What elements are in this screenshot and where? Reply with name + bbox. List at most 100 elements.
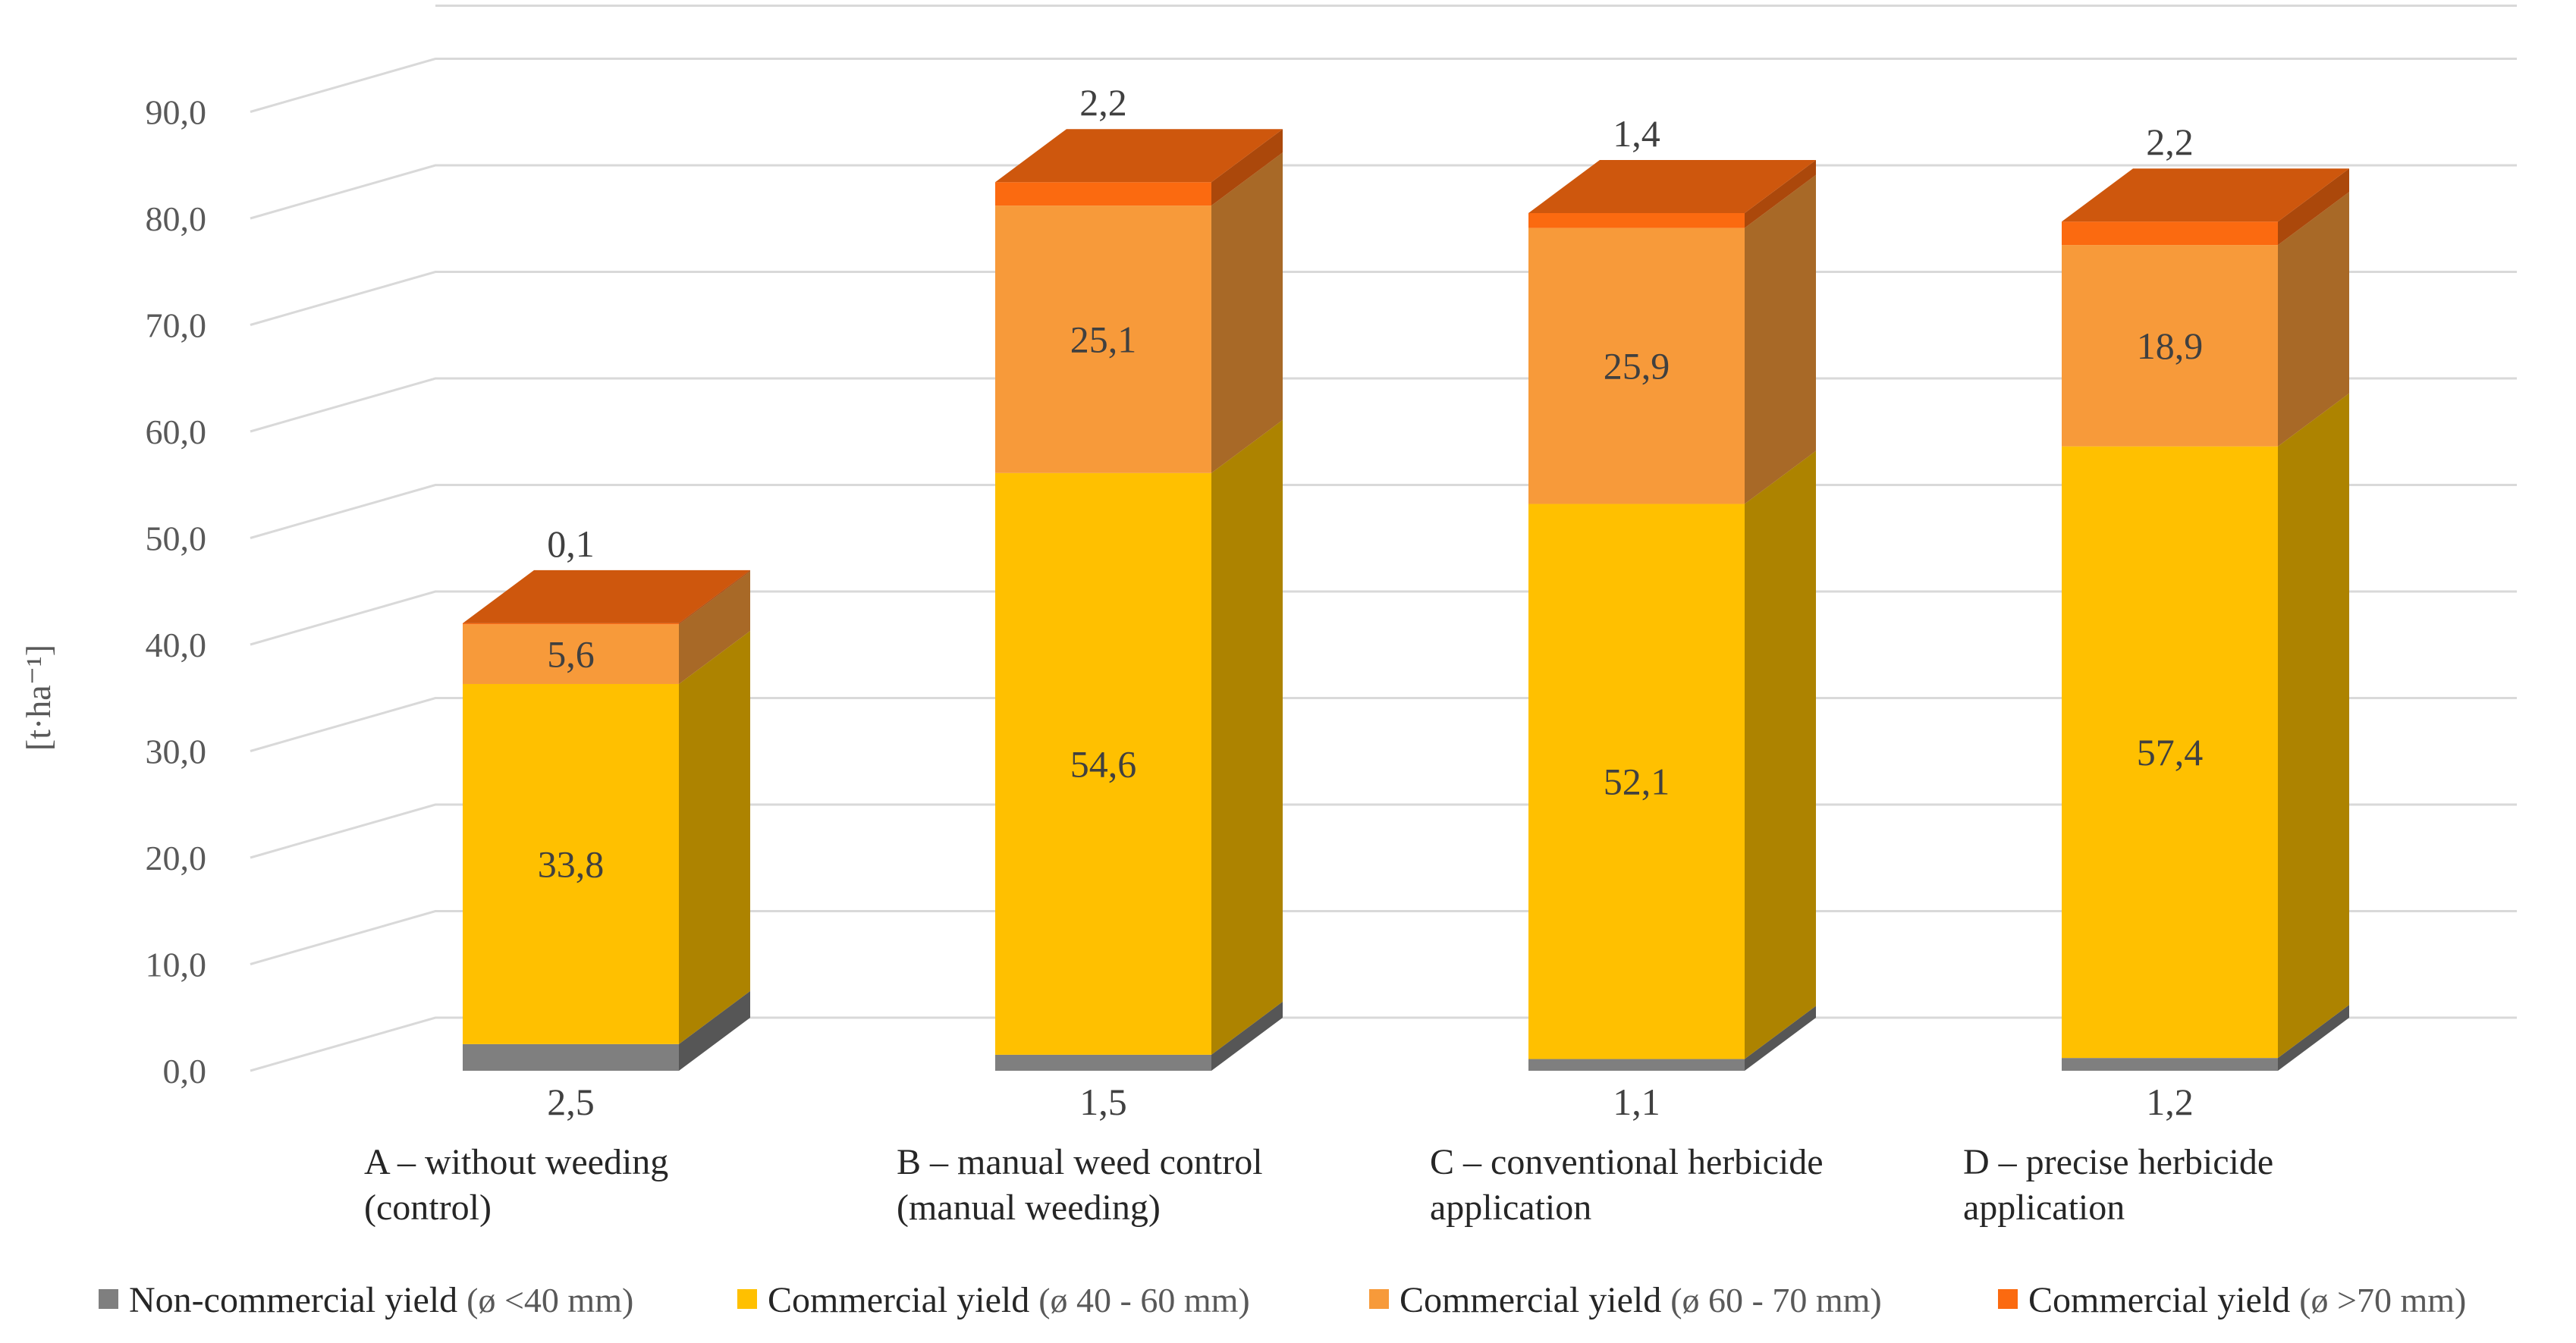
data-label: 2,5 [547,1081,595,1123]
gridline [250,58,2517,113]
legend-swatch [99,1289,118,1309]
legend-label: Non-commercial yield (ø <40 mm) [129,1280,633,1320]
data-label: 2,2 [1079,81,1127,124]
gridline [250,803,2517,859]
data-label: 57,4 [2137,731,2204,773]
y-tick-label: 30,0 [146,733,207,771]
bar-segment-side [679,990,750,1071]
bar-segment-front [2062,446,2278,1059]
y-tick-label: 0,0 [163,1052,207,1090]
bar-segment-front [995,182,1211,206]
legend-item: Commercial yield (ø 60 - 70 mm) [1369,1280,1882,1320]
gridline [250,1016,2517,1072]
legend-label: Commercial yield (ø 60 - 70 mm) [1400,1280,1882,1320]
bar-top-face [1528,159,1816,213]
gridline [250,590,2517,646]
y-tick-label: 80,0 [146,199,207,238]
y-axis-title: [t·ha⁻¹] [19,645,58,751]
category-label: B – manual weed control (manual weeding) [897,1142,1263,1228]
legend-item: Non-commercial yield (ø <40 mm) [99,1280,633,1320]
gridline [250,484,2517,539]
data-label: 2,2 [2146,121,2194,163]
y-tick-label: 50,0 [146,519,207,558]
bar-segment-front [2062,1058,2278,1071]
y-axis-ticks: 0,0 10,0 20,0 30,0 40,0 50,0 60,0 70,0 80,0 90,0 [146,93,207,1091]
bar-segment-side [2278,393,2349,1059]
y-tick-label: 90,0 [146,93,207,132]
data-label: 33,8 [538,843,605,885]
bar-segment-side [2278,1005,2349,1071]
bar-segment-front [1528,227,1745,504]
legend: Non-commercial yield (ø <40 mm) Commercia… [99,1280,2466,1320]
bar-segment-side [679,571,750,684]
bar-segment-side [679,630,750,1044]
data-labels: 2,5 33,8 5,6 0,1 1,5 54,6 25,1 2,2 1,1 52,1 25,9 1,… [538,81,2204,1123]
bar-segment-side [1745,174,1816,504]
bar-group [1528,159,1816,1071]
bar-segment-front [463,624,679,684]
bar-segment-front [463,623,679,625]
bar-group [995,129,1283,1071]
bar-segment-side [1211,129,1283,206]
bar-segment-front [995,472,1211,1055]
category-label: D – precise herbicide application [1963,1142,2273,1228]
legend-label: Commercial yield (ø 40 - 60 mm) [768,1280,1250,1320]
bar-segment-side [1745,159,1816,228]
legend-label: Commercial yield (ø >70 mm) [2028,1280,2466,1320]
data-label: 25,9 [1604,345,1670,388]
bar-segment-side [2278,168,2349,246]
bar-segment-front [463,1043,679,1071]
data-label: 54,6 [1070,742,1137,785]
bar-segment-front [1528,1059,1745,1071]
y-tick-label: 10,0 [146,946,207,984]
legend-swatch [1369,1289,1389,1309]
bar-segment-side [2278,192,2349,447]
data-label: 52,1 [1604,761,1670,803]
y-tick-label: 40,0 [146,626,207,664]
gridline [250,697,2517,752]
bar-segment-front [2062,221,2278,246]
bar-segment-side [1211,1001,1283,1071]
bar-segment-front [463,683,679,1044]
bars [463,129,2349,1071]
category-label: A – without weeding (control) [364,1142,668,1228]
data-label: 0,1 [547,522,595,565]
bar-segment-side [1745,450,1816,1059]
data-label: 25,1 [1070,318,1137,360]
y-tick-label: 60,0 [146,413,207,451]
data-label: 1,1 [1613,1081,1660,1123]
bar-top-face [463,570,750,623]
bar-segment-side [1745,1006,1816,1071]
data-label: 18,9 [2137,325,2204,367]
bar-segment-front [995,1054,1211,1071]
y-tick-label: 70,0 [146,306,207,345]
bar-group [463,570,750,1071]
bar-segment-front [1528,504,1745,1059]
gridline [250,271,2517,326]
category-labels: A – without weeding (control) B – manual w… [364,1142,2273,1228]
y-tick-label: 20,0 [146,839,207,877]
gridline [250,377,2517,433]
bar-segment-front [2062,245,2278,447]
bar-segment-front [1528,212,1745,228]
gridline [250,910,2517,965]
legend-swatch [737,1289,757,1309]
legend-item: Commercial yield (ø >70 mm) [1998,1280,2466,1320]
data-label: 1,2 [2146,1081,2194,1123]
bar-segment-front [995,206,1211,473]
legend-swatch [1998,1289,2018,1309]
data-label: 5,6 [547,633,595,676]
bar-group [2062,168,2349,1071]
legend-item: Commercial yield (ø 40 - 60 mm) [737,1280,1250,1320]
data-label: 1,4 [1613,112,1660,155]
gridline [250,164,2517,220]
bar-segment-side [679,570,750,625]
category-label: C – conventional herbicide application [1430,1142,1824,1228]
data-label: 1,5 [1079,1081,1127,1123]
bar-top-face [995,129,1283,183]
bar-segment-side [1211,419,1283,1055]
bar-top-face [2062,168,2349,222]
gridlines [250,5,2517,1072]
bar-segment-side [1211,152,1283,473]
